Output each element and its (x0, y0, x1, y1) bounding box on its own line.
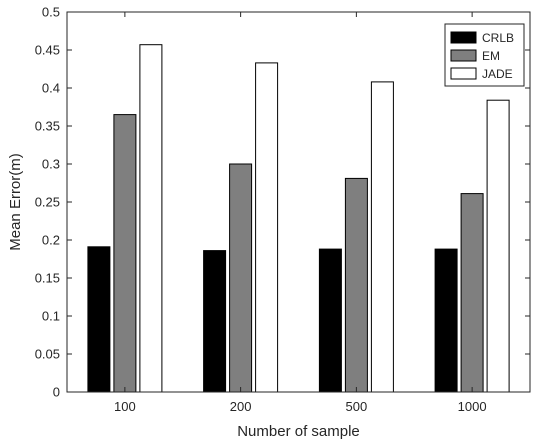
x-tick-label: 200 (230, 399, 252, 414)
x-tick-label: 100 (114, 399, 136, 414)
y-tick-label: 0.35 (35, 119, 60, 134)
legend: CRLB EM JADE (444, 23, 525, 87)
y-tick-label: 0 (53, 385, 60, 400)
legend-label-crlb: CRLB (482, 31, 514, 45)
bar-em-100 (113, 114, 137, 393)
bar-jade-1000 (486, 99, 510, 393)
bar-crlb-500 (318, 248, 342, 393)
bar-em-500 (344, 177, 368, 393)
y-tick-label: 0.25 (35, 195, 60, 210)
bar-em-1000 (460, 193, 484, 393)
bar-jade-100 (139, 44, 163, 393)
x-tick-label: 500 (346, 399, 368, 414)
y-tick-label: 0.45 (35, 43, 60, 58)
y-tick-label: 0.3 (42, 157, 60, 172)
x-tick-label: 1000 (458, 399, 487, 414)
y-tick-label: 0.2 (42, 233, 60, 248)
bar-crlb-200 (203, 250, 227, 393)
legend-label-jade: JADE (482, 67, 513, 81)
bar-jade-500 (370, 81, 394, 393)
y-tick-label: 0.15 (35, 271, 60, 286)
bar-jade-200 (255, 62, 279, 393)
bar-em-200 (229, 163, 253, 393)
y-tick-label: 0.5 (42, 5, 60, 20)
plot-frame (66, 11, 531, 393)
legend-swatch-jade (450, 67, 477, 80)
x-axis-title: Number of sample (237, 423, 360, 440)
legend-swatch-crlb (450, 31, 477, 44)
legend-label-em: EM (482, 49, 500, 63)
y-tick-label: 0.4 (42, 81, 60, 96)
bar-crlb-1000 (434, 248, 458, 393)
ticks-layer: 0 0.05 0.1 0.15 0.2 0.25 0.3 0.35 0.4 0.45 0.5 100 2… (35, 5, 530, 414)
legend-swatch-em (450, 49, 477, 62)
y-axis-title: Mean Error(m) (7, 153, 24, 251)
bars-layer (87, 44, 510, 393)
y-tick-label: 0.1 (42, 309, 60, 324)
bar-crlb-100 (87, 246, 111, 393)
y-tick-label: 0.05 (35, 347, 60, 362)
